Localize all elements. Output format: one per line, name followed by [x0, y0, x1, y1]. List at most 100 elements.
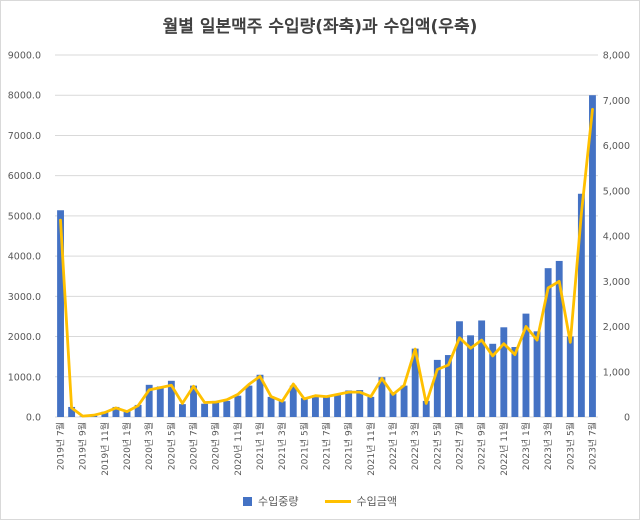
- y-right-tick-label: 3,000: [603, 277, 630, 288]
- x-tick-label: 2021년 3월: [276, 422, 288, 470]
- bar-2023-05: [566, 336, 574, 417]
- y-left-tick-label: 2000.0: [8, 332, 41, 343]
- y-right-tick-label: 6,000: [603, 141, 630, 152]
- x-tick-label: 2023년 5월: [564, 422, 576, 470]
- bar-2021-06: [311, 395, 319, 417]
- y-right-tick-label: 1,000: [603, 367, 630, 378]
- x-tick-label: 2022년 5월: [431, 422, 443, 470]
- x-tick-label: 2021년 5월: [298, 422, 310, 470]
- bar-2021-07: [323, 396, 330, 417]
- y-right-tick-label: 0: [624, 413, 630, 424]
- bar-2020-12: [245, 385, 253, 417]
- bar-2021-12: [378, 377, 386, 417]
- x-tick-label: 2022년 11월: [498, 422, 510, 476]
- x-tick-label: 2021년 7월: [321, 422, 333, 470]
- legend-swatch-bar: [243, 496, 253, 506]
- bar-2022-07: [456, 321, 463, 417]
- bar-2023-07: [589, 95, 596, 417]
- x-tick-label: 2022년 7월: [453, 422, 465, 470]
- bar-2021-11: [367, 396, 375, 417]
- bar-2021-08: [334, 394, 342, 417]
- x-tick-label: 2020년 1월: [121, 422, 133, 470]
- bar-2021-10: [356, 390, 364, 417]
- bar-2022-12: [511, 347, 519, 417]
- x-tick-label: 2021년 11월: [365, 422, 377, 476]
- bar-2019-07: [57, 210, 64, 417]
- x-tick-label: 2019년 11월: [99, 422, 111, 476]
- y-left-tick-label: 0.0: [26, 413, 41, 424]
- bar-2019-11: [101, 411, 109, 417]
- bar-2021-03: [278, 401, 286, 417]
- x-tick-label: 2022년 9월: [476, 422, 488, 470]
- series-line-amount: [59, 107, 594, 418]
- x-tick-label: 2020년 11월: [232, 422, 244, 476]
- bar-2021-09: [345, 390, 353, 417]
- y-right-tick-label: 8,000: [603, 51, 630, 62]
- bar-2023-04: [555, 260, 563, 417]
- bar-2022-08: [467, 335, 474, 417]
- legend-label-amount: 수입금액: [356, 495, 397, 508]
- legend-swatch-line: [324, 499, 351, 503]
- y-left-tick-label: 1000.0: [8, 372, 41, 383]
- x-tick-label: 2020년 5월: [165, 422, 177, 470]
- bar-2022-05: [433, 359, 441, 417]
- bar-2020-08: [201, 403, 209, 417]
- bar-2021-05: [300, 398, 308, 417]
- x-tick-label: 2022년 3월: [409, 422, 421, 470]
- bar-2021-01: [256, 374, 264, 417]
- bar-2020-06: [179, 404, 186, 417]
- x-tick-label: 2023년 3월: [542, 422, 554, 470]
- legend: 수입중량 수입금액: [0, 493, 640, 509]
- bar-2022-03: [411, 348, 419, 417]
- bar-2021-04: [289, 385, 297, 417]
- y-left-tick-label: 4000.0: [8, 252, 41, 263]
- y-right-tick-label: 5,000: [603, 186, 630, 197]
- y-left-tick-label: 9000.0: [8, 51, 41, 62]
- bar-2020-02: [134, 404, 142, 417]
- bar-2023-03: [544, 268, 552, 417]
- y-left-tick-label: 3000.0: [8, 292, 41, 303]
- x-tick-label: 2020년 9월: [210, 422, 222, 470]
- x-tick-label: 2022년 1월: [387, 422, 399, 470]
- bar-2022-04: [422, 400, 430, 417]
- x-tick-label: 2023년 7월: [586, 422, 598, 470]
- y-right-tick-label: 2,000: [603, 322, 630, 333]
- y-right-tick-label: 4,000: [603, 232, 630, 243]
- x-tick-label: 2023년 1월: [520, 422, 532, 470]
- bar-2022-06: [444, 355, 452, 417]
- bar-2022-02: [400, 385, 408, 417]
- y-left-tick-label: 5000.0: [8, 211, 41, 222]
- legend-label-weight: 수입중량: [258, 495, 299, 508]
- legend-item-weight: 수입중량: [243, 493, 299, 509]
- bar-2020-07: [190, 385, 197, 417]
- y-right-tick-label: 7,000: [603, 96, 630, 107]
- x-tick-label: 2020년 3월: [143, 422, 155, 470]
- bar-2020-10: [223, 400, 231, 417]
- chart-title: 월별 일본맥주 수입량(좌축)과 수입액(우축): [162, 17, 478, 37]
- bar-2019-08: [68, 406, 76, 417]
- bar-2019-12: [112, 406, 120, 417]
- bar-2020-11: [234, 395, 242, 417]
- bar-2020-04: [156, 386, 164, 417]
- bar-2021-02: [267, 396, 275, 417]
- x-tick-label: 2019년 7월: [55, 422, 67, 470]
- bar-2022-11: [500, 327, 508, 417]
- x-tick-label: 2021년 1월: [254, 422, 266, 470]
- x-tick-label: 2019년 9월: [77, 422, 89, 470]
- x-tick-label: 2021년 9월: [343, 422, 355, 470]
- x-tick-label: 2020년 7월: [188, 422, 200, 470]
- bar-2023-01: [522, 313, 530, 417]
- bar-2022-10: [489, 343, 497, 417]
- y-left-tick-label: 6000.0: [8, 171, 41, 182]
- y-left-tick-label: 7000.0: [8, 131, 41, 142]
- bar-2020-03: [145, 384, 153, 417]
- bar-2020-05: [167, 380, 175, 417]
- bar-2020-01: [123, 410, 131, 417]
- bar-2023-06: [577, 193, 585, 417]
- bar-2022-09: [478, 320, 486, 417]
- y-left-tick-label: 8000.0: [8, 91, 41, 102]
- legend-item-amount: 수입금액: [324, 493, 397, 509]
- bar-2023-02: [533, 331, 541, 417]
